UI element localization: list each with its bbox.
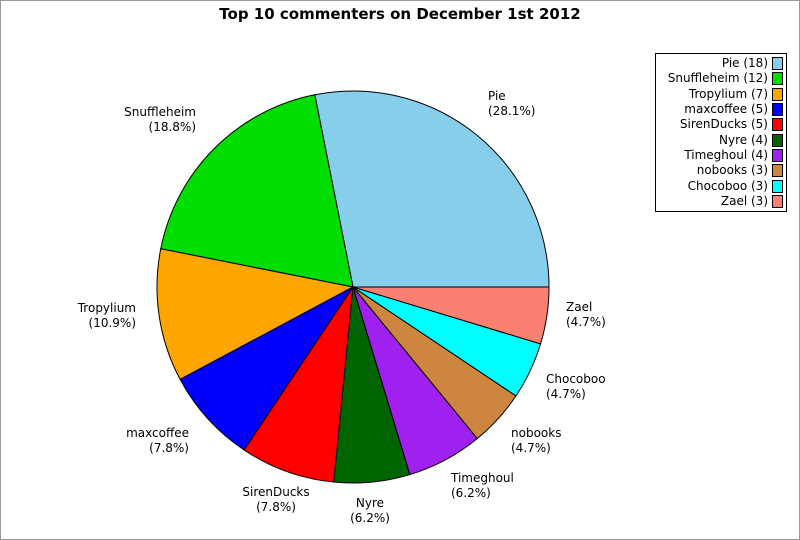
legend-swatch-icon	[772, 179, 783, 193]
legend-swatch-icon	[772, 148, 783, 162]
slice-label-timeghoul: Timeghoul (6.2%)	[451, 471, 514, 501]
pie-slice-tropylium	[156, 248, 355, 381]
slice-percent: (28.1%)	[488, 104, 536, 118]
legend-row: Snuffleheim (12)	[656, 71, 786, 86]
slice-percent: (7.8%)	[149, 441, 189, 455]
legend-swatch-icon	[772, 87, 783, 101]
slice-percent: (18.8%)	[148, 120, 196, 134]
slice-name: nobooks	[511, 426, 562, 440]
legend-label: nobooks (3)	[696, 163, 768, 178]
legend-row: Tropylium (7)	[656, 87, 786, 102]
legend-swatch-icon	[772, 164, 783, 178]
legend-row: Chocoboo (3)	[656, 179, 786, 194]
slice-label-sirenducks: SirenDucks (7.8%)	[242, 485, 309, 515]
legend-row: Pie (18)	[656, 56, 786, 71]
slice-name: Timeghoul	[451, 471, 514, 485]
legend-label: Tropylium (7)	[688, 86, 768, 101]
legend-swatch-icon	[772, 118, 783, 132]
legend-swatch-icon	[772, 103, 783, 117]
legend-label: Chocoboo (3)	[687, 178, 768, 193]
legend-swatch-icon	[772, 72, 783, 86]
legend-label: maxcoffee (5)	[684, 102, 768, 117]
legend-row: Nyre (4)	[656, 133, 786, 148]
slice-label-pie: Pie (28.1%)	[488, 89, 535, 119]
pie-slice-pie	[314, 90, 550, 288]
legend-swatch-icon	[772, 194, 783, 208]
slice-name: Nyre	[355, 496, 385, 510]
slice-percent: (6.2%)	[451, 486, 491, 500]
slice-percent: (4.7%)	[546, 387, 586, 401]
slice-name: Tropylium	[77, 301, 136, 315]
chart-title-line2: on December 1st 2012	[390, 5, 581, 23]
legend-row: nobooks (3)	[656, 163, 786, 178]
legend-label: Zael (3)	[720, 193, 768, 208]
slice-label-nyre: Nyre (6.2%)	[350, 496, 390, 526]
slice-name: SirenDucks	[242, 485, 310, 499]
slice-percent: (6.2%)	[350, 511, 390, 525]
legend-label: Pie (18)	[721, 56, 768, 71]
chart-title-line1: Top 10 commenters	[219, 5, 385, 23]
pie-slice-snuffleheim	[160, 94, 354, 288]
legend-row: Timeghoul (4)	[656, 148, 786, 163]
legend-label: Nyre (4)	[719, 132, 768, 147]
legend-row: maxcoffee (5)	[656, 102, 786, 117]
slice-name: Pie	[488, 89, 506, 103]
legend: Pie (18) Snuffleheim (12) Tropylium (7) …	[655, 53, 787, 212]
slice-percent: (4.7%)	[511, 441, 551, 455]
slice-name: Chocoboo	[546, 372, 606, 386]
pie-slice-maxcoffee	[179, 286, 354, 451]
slice-label-maxcoffee: maxcoffee (7.8%)	[126, 426, 189, 456]
slice-label-nobooks: nobooks (4.7%)	[511, 426, 561, 456]
slice-label-snuffleheim: Snuffleheim (18.8%)	[124, 105, 196, 135]
slice-label-chocoboo: Chocoboo (4.7%)	[546, 372, 606, 402]
slice-percent: (7.8%)	[256, 500, 296, 514]
slice-percent: (4.7%)	[566, 315, 606, 329]
legend-label: Snuffleheim (12)	[667, 71, 768, 86]
pie-slice-zael	[352, 286, 550, 345]
legend-swatch-icon	[772, 57, 783, 71]
legend-label: SirenDucks (5)	[679, 117, 768, 132]
chart-title: Top 10 commenters on December 1st 2012	[1, 6, 799, 23]
legend-swatch-icon	[772, 133, 783, 147]
slice-name: Snuffleheim	[124, 105, 196, 119]
slice-name: Zael	[566, 300, 593, 314]
slice-percent: (10.9%)	[88, 316, 136, 330]
pie-slice-sirenducks	[243, 286, 354, 483]
slice-label-zael: Zael (4.7%)	[566, 300, 606, 330]
slice-name: maxcoffee	[126, 426, 189, 440]
slice-label-tropylium: Tropylium (10.9%)	[78, 301, 136, 331]
legend-label: Timeghoul (4)	[684, 147, 768, 162]
legend-row: Zael (3)	[656, 194, 786, 209]
legend-row: SirenDucks (5)	[656, 117, 786, 132]
